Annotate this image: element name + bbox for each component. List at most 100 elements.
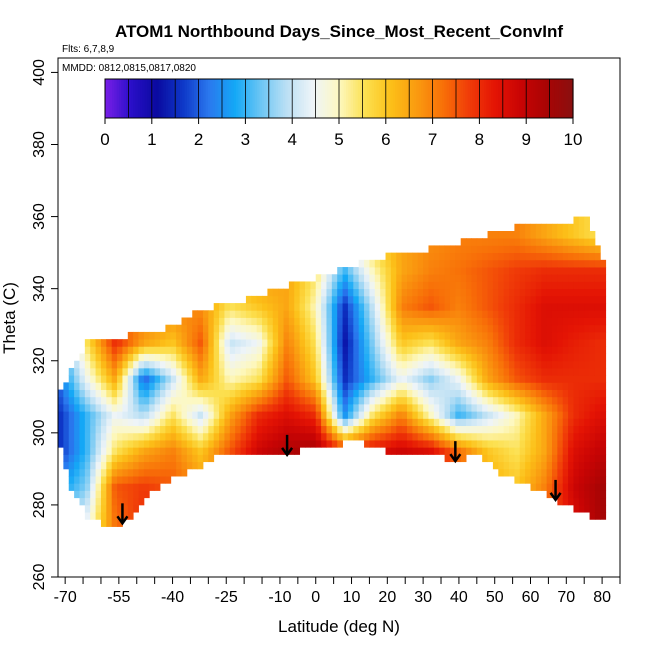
heatmap-cell (267, 288, 274, 297)
colorbar-segment (156, 79, 160, 118)
heatmap-cell (514, 411, 521, 419)
colorbar: 0 1 2 3 4 5 6 7 8 9 10 (100, 78, 582, 149)
heatmap-cell (535, 295, 542, 304)
heatmap-cell (95, 339, 102, 347)
heatmap-cell (358, 317, 365, 326)
heatmap-cell (433, 317, 440, 326)
heatmap-cell (353, 295, 360, 304)
heatmap-cell (219, 339, 225, 347)
heatmap-cell (390, 252, 397, 261)
colorbar-segment (434, 79, 438, 118)
heatmap-cell (74, 454, 80, 463)
heatmap-cell (181, 360, 188, 369)
heatmap-cell (299, 375, 306, 383)
heatmap-cell (584, 396, 590, 405)
heatmap-cell (600, 440, 607, 448)
heatmap-cell (380, 339, 386, 347)
heatmap-cell (369, 353, 376, 362)
heatmap-cell (304, 432, 311, 441)
heatmap-cell (219, 382, 225, 390)
colorbar-segment (367, 79, 371, 118)
colorbar-segment (362, 79, 366, 118)
heatmap-cell (460, 252, 467, 261)
heatmap-cell (460, 454, 467, 463)
heatmap-cell (117, 382, 123, 390)
colorbar-segment (282, 79, 286, 118)
heatmap-cell (396, 303, 403, 311)
heatmap-cell (568, 331, 574, 340)
heatmap-cell (84, 411, 91, 419)
heatmap-cell (364, 317, 370, 326)
heatmap-cell (578, 331, 585, 340)
colorbar-segment (327, 79, 331, 118)
heatmap-cell (428, 252, 435, 261)
heatmap-cell (95, 512, 102, 520)
heatmap-cell (573, 382, 580, 390)
heatmap-cell (557, 267, 564, 275)
heatmap-cell (267, 425, 274, 434)
heatmap-cell (541, 281, 548, 290)
heatmap-cell (353, 425, 360, 434)
heatmap-cell (385, 353, 392, 362)
heatmap-cell (106, 425, 113, 434)
heatmap-cell (503, 440, 510, 448)
x-tick-label: -25 (215, 589, 238, 606)
heatmap-cell (487, 425, 494, 434)
heatmap-cell (455, 375, 462, 383)
heatmap-cell (492, 432, 499, 441)
heatmap-cell (503, 389, 510, 398)
heatmap-cell (229, 310, 236, 318)
heatmap-cell (487, 317, 494, 326)
heatmap-cell (321, 274, 327, 282)
heatmap-cell (509, 295, 515, 304)
heatmap-cell (503, 281, 510, 290)
heatmap-cell (535, 317, 542, 326)
heatmap-cell (449, 295, 456, 304)
heatmap-cell (482, 389, 488, 398)
heatmap-cell (143, 404, 150, 412)
heatmap-cell (235, 360, 241, 369)
heatmap-cell (407, 425, 413, 434)
heatmap-cell (498, 468, 505, 477)
heatmap-cell (165, 339, 172, 347)
heatmap-cell (299, 432, 306, 441)
heatmap-cell (568, 310, 574, 318)
heatmap-cell (165, 360, 172, 369)
heatmap-cell (117, 367, 123, 376)
heatmap-cell (439, 324, 445, 333)
heatmap-cell (471, 295, 478, 304)
colorbar-segment (526, 79, 530, 118)
heatmap-cell (433, 432, 440, 441)
heatmap-cell (514, 288, 521, 297)
heatmap-cell (181, 346, 188, 354)
x-tick-label: 30 (414, 589, 432, 606)
heatmap-cell (428, 353, 435, 362)
colorbar-segment (233, 79, 237, 118)
heatmap-cell (600, 288, 607, 297)
heatmap-cell (600, 512, 607, 520)
heatmap-cell (235, 447, 241, 455)
heatmap-cell (326, 396, 333, 405)
heatmap-cell (342, 353, 349, 362)
heatmap-cell (127, 432, 134, 441)
heatmap-cell (353, 360, 360, 369)
heatmap-cell (165, 440, 172, 448)
heatmap-cell (401, 447, 408, 455)
heatmap-cell (224, 382, 231, 390)
heatmap-cell (294, 367, 301, 376)
heatmap-cell (498, 339, 505, 347)
heatmap-cell (202, 310, 209, 318)
heatmap-cell (525, 317, 531, 326)
heatmap-cell (262, 353, 268, 362)
heatmap-cell (331, 303, 338, 311)
colorbar-segment (149, 79, 153, 118)
heatmap-cell (487, 418, 494, 427)
heatmap-cell (594, 375, 601, 383)
heatmap-cell (176, 396, 182, 405)
heatmap-cell (407, 295, 413, 304)
heatmap-cell (541, 252, 548, 261)
heatmap-cell (568, 252, 574, 261)
heatmap-cell (573, 303, 580, 311)
heatmap-cell (90, 404, 96, 412)
heatmap-cell (471, 353, 478, 362)
